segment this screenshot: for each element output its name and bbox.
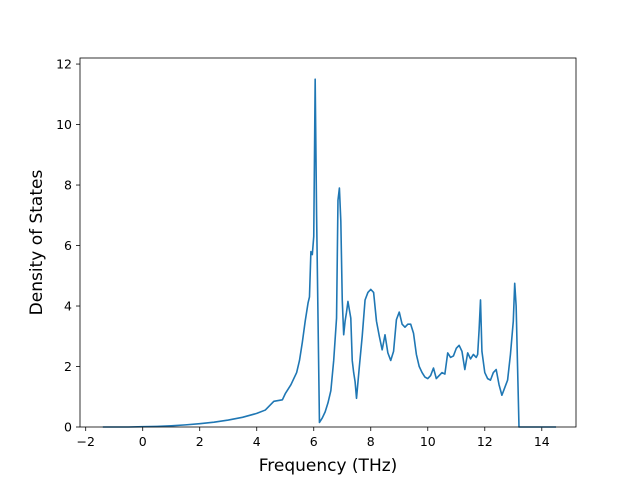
x-tick-label: 10 xyxy=(420,434,436,449)
y-tick-label: 0 xyxy=(64,420,72,435)
x-tick-label: 6 xyxy=(310,434,318,449)
x-tick-label: −2 xyxy=(76,434,94,449)
y-axis-ticks: 0 2 4 6 8 10 12 xyxy=(56,57,80,435)
y-tick-label: 8 xyxy=(64,178,72,193)
x-tick-label: 0 xyxy=(139,434,147,449)
dos-series-line xyxy=(102,78,557,428)
y-axis-label: Density of States xyxy=(27,170,47,316)
plot-frame xyxy=(79,57,577,428)
x-tick-label: 4 xyxy=(253,434,261,449)
x-tick-label: 14 xyxy=(534,434,550,449)
y-tick-label: 6 xyxy=(64,238,72,253)
x-tick-label: 8 xyxy=(367,434,375,449)
y-tick-label: 12 xyxy=(56,57,72,72)
y-tick-label: 4 xyxy=(64,299,72,314)
x-axis-label: Frequency (THz) xyxy=(259,456,398,476)
x-tick-label: 12 xyxy=(477,434,493,449)
y-tick-label: 2 xyxy=(64,359,72,374)
x-axis-ticks: −2 0 2 4 6 8 10 12 14 xyxy=(76,427,550,449)
y-tick-label: 10 xyxy=(56,117,72,132)
x-tick-label: 2 xyxy=(196,434,204,449)
